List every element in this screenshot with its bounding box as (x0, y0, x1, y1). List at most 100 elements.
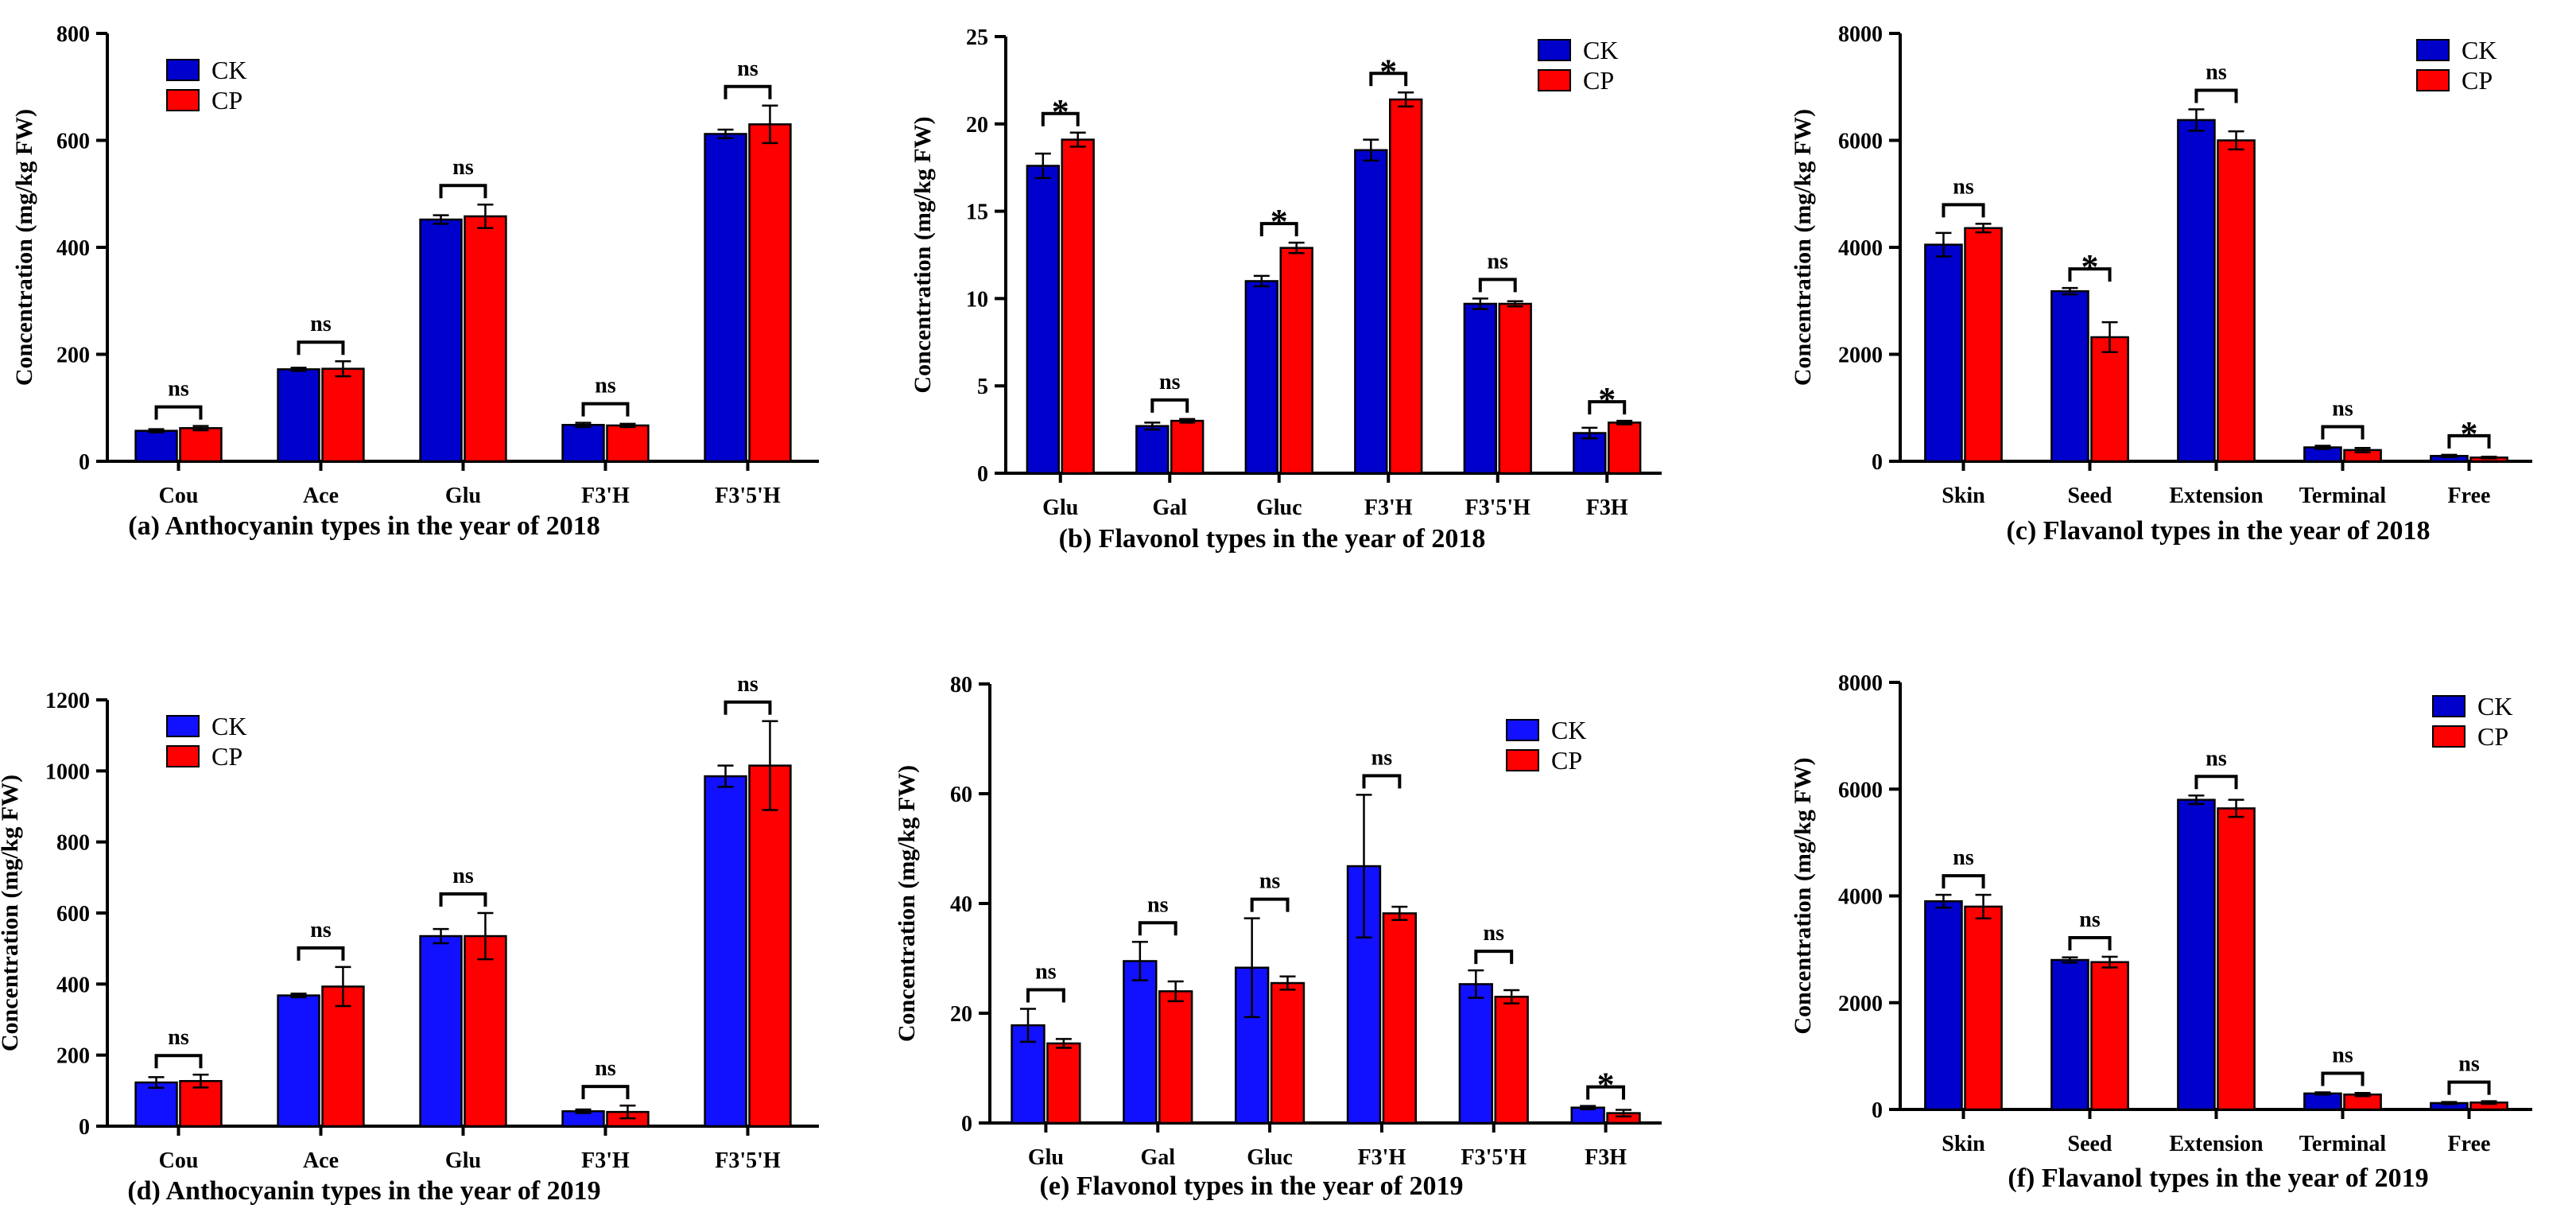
y-tick-label: 20 (950, 1002, 972, 1027)
legend-label-ck: CK (2477, 692, 2512, 721)
chart-f: 0 2000 4000 6000 8000 Concentration (mg/kg FW… (1790, 671, 2532, 1193)
legend-swatch-cp (1506, 749, 1539, 771)
significance-bracket (1586, 1085, 1625, 1100)
bar-cp (1494, 996, 1529, 1125)
significance-bracket (2194, 775, 2238, 790)
legend-label-cp: CP (1583, 66, 1614, 95)
significance-label: ns (1953, 174, 1974, 199)
bar-cp (179, 427, 223, 463)
significance-bracket (2068, 936, 2112, 951)
bar-cp (1046, 1042, 1081, 1125)
x-tick-label: Glu (1028, 1145, 1064, 1170)
significance-bracket (1474, 950, 1514, 965)
bar-cp (1498, 302, 1532, 475)
bar-cp (1608, 422, 1642, 475)
x-tick-label: Seed (2068, 484, 2112, 508)
significance-bracket (581, 1085, 630, 1100)
x-tick-label: Gal (1152, 495, 1187, 520)
y-tick-label: 1000 (45, 760, 90, 784)
significance-label: ns (595, 374, 616, 398)
significance-bracket (1041, 111, 1080, 126)
y-tick-label: 4000 (1838, 236, 1883, 261)
x-tick-label: Seed (2068, 1132, 2112, 1156)
legend-swatch-ck (1538, 39, 1571, 61)
legend-swatch-ck (2416, 39, 2450, 61)
bar-ck (2050, 289, 2089, 463)
y-axis-label: Concentration (mg/kg FW) (1790, 757, 1816, 1034)
significance-label: ns (1371, 745, 1393, 770)
significance-label: ns (1035, 959, 1057, 984)
significance-label: * (2081, 247, 2099, 286)
bar-ck (1354, 149, 1388, 475)
legend-swatch-cp (1538, 69, 1571, 91)
legend-label-cp: CP (1551, 746, 1582, 775)
significance-label: ns (2206, 60, 2227, 84)
y-tick-label: 20 (966, 113, 988, 138)
significance-bracket (1942, 203, 1985, 218)
significance-bracket (2194, 88, 2238, 103)
y-tick-label: 15 (966, 200, 988, 225)
significance-bracket (2068, 267, 2112, 282)
significance-label: ns (310, 918, 332, 942)
bar-cp (1389, 98, 1423, 475)
legend-swatch-cp (166, 745, 200, 767)
bar-ck (1573, 432, 1607, 475)
bar-cp (2217, 807, 2256, 1111)
significance-label: * (1271, 202, 1288, 241)
bar-ck (1463, 302, 1497, 475)
legend-label-cp: CP (211, 742, 242, 771)
bar-cp (1158, 990, 1193, 1125)
y-tick-label: 800 (56, 831, 90, 856)
x-tick-label: Cou (159, 484, 199, 508)
significance-bracket (2321, 425, 2365, 440)
significance-label: ns (168, 1025, 189, 1050)
significance-bracket (439, 184, 487, 199)
bar-cp (464, 215, 507, 463)
x-tick-label: F3'5'H (1461, 1145, 1527, 1170)
significance-bracket (724, 84, 772, 99)
y-tick-label: 8000 (1838, 671, 1883, 696)
significance-bracket (1150, 398, 1189, 413)
legend-label-cp: CP (2462, 66, 2493, 95)
x-tick-label: F3'H (1358, 1145, 1406, 1170)
x-tick-label: Extension (2169, 484, 2264, 508)
significance-label: ns (2332, 396, 2353, 421)
y-tick-label: 600 (56, 902, 90, 927)
legend-swatch-cp (2432, 725, 2465, 748)
significance-bracket (1588, 400, 1627, 415)
significance-bracket (1369, 72, 1408, 87)
y-tick-label: 0 (977, 462, 988, 487)
significance-label: * (1597, 1066, 1615, 1105)
bar-ck (1026, 165, 1060, 475)
bar-cp (2217, 139, 2256, 463)
y-tick-label: 0 (1872, 1098, 1883, 1123)
chart-caption: (c) Flavanol types in the year of 2018 (2007, 516, 2431, 546)
legend-label-cp: CP (2477, 722, 2508, 751)
y-axis-label: Concentration (mg/kg FW) (910, 116, 936, 393)
y-axis-label: Concentration (mg/kg FW) (0, 775, 23, 1051)
x-tick-label: Terminal (2299, 484, 2387, 508)
significance-label: ns (1259, 869, 1281, 894)
y-tick-label: 0 (79, 450, 90, 475)
legend-label-cp: CP (211, 86, 242, 115)
y-axis-label: Concentration (mg/kg FW) (11, 109, 37, 386)
chart-b: 0 5 10 15 20 25 Concentration (mg/kg FW) Glu * Ga… (910, 25, 1662, 554)
bar-ck (561, 424, 605, 463)
x-tick-label: Gluc (1247, 1145, 1293, 1170)
chart-caption: (f) Flavanol types in the year of 2019 (2008, 1164, 2428, 1193)
significance-bracket (154, 1054, 203, 1069)
significance-bracket (1478, 278, 1517, 293)
x-tick-label: Free (2448, 484, 2491, 508)
bar-ck (134, 429, 178, 463)
significance-bracket (2321, 1071, 2365, 1086)
bar-ck (1244, 280, 1278, 475)
significance-label: * (1052, 92, 1069, 131)
legend-label-ck: CK (1583, 36, 1618, 64)
significance-label: ns (595, 1056, 616, 1081)
x-tick-label: Ace (303, 484, 339, 508)
chart-caption: (a) Anthocyanin types in the year of 201… (128, 511, 599, 541)
y-tick-label: 600 (56, 130, 90, 154)
x-tick-label: Glu (445, 1148, 481, 1173)
chart-c: 0 2000 4000 6000 8000 Concentration (mg/kg FW… (1790, 22, 2532, 546)
bar-ck (1924, 899, 1963, 1111)
